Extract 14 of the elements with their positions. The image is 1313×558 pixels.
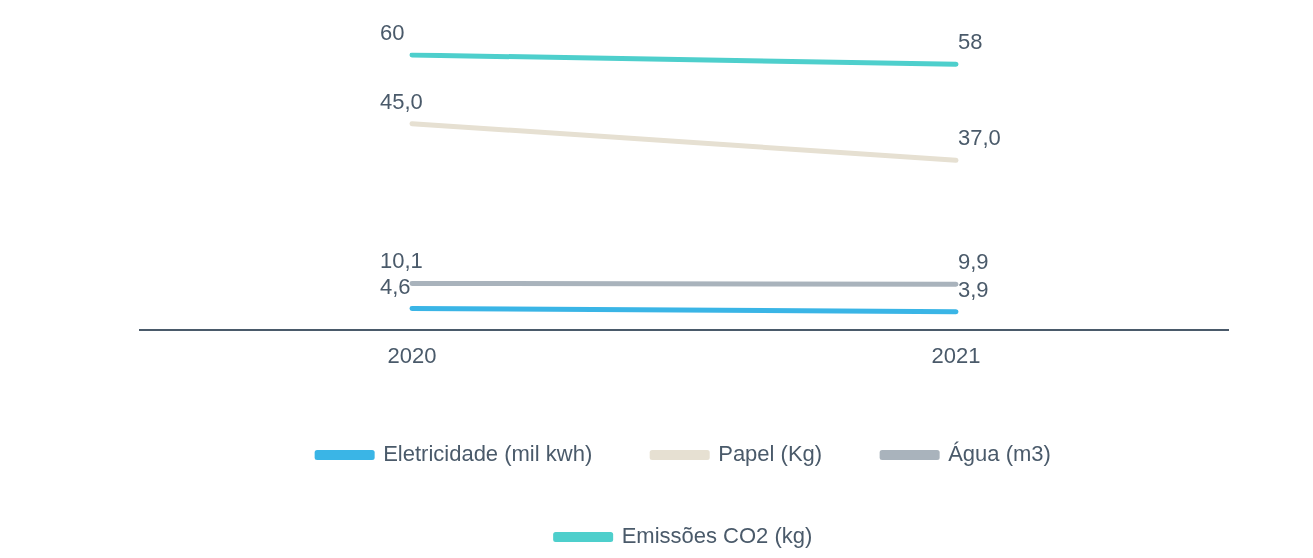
legend-label: Água (m3) — [948, 441, 1051, 467]
data-label: 3,9 — [958, 276, 989, 302]
data-label: 9,9 — [958, 249, 989, 275]
data-label: 58 — [958, 29, 983, 55]
legend-label: Emissões CO2 (kg) — [621, 523, 813, 549]
data-label: 37,0 — [958, 125, 1001, 151]
legend-label: Papel (Kg) — [718, 441, 823, 467]
x-tick-label: 2021 — [931, 342, 981, 368]
data-label: 45,0 — [380, 88, 423, 114]
data-label: 4,6 — [380, 273, 411, 299]
x-tick-label: 2020 — [387, 342, 437, 368]
data-label: 10,1 — [380, 248, 423, 274]
legend-label: Eletricidade (mil kwh) — [383, 441, 593, 467]
data-label: 60 — [380, 20, 405, 46]
